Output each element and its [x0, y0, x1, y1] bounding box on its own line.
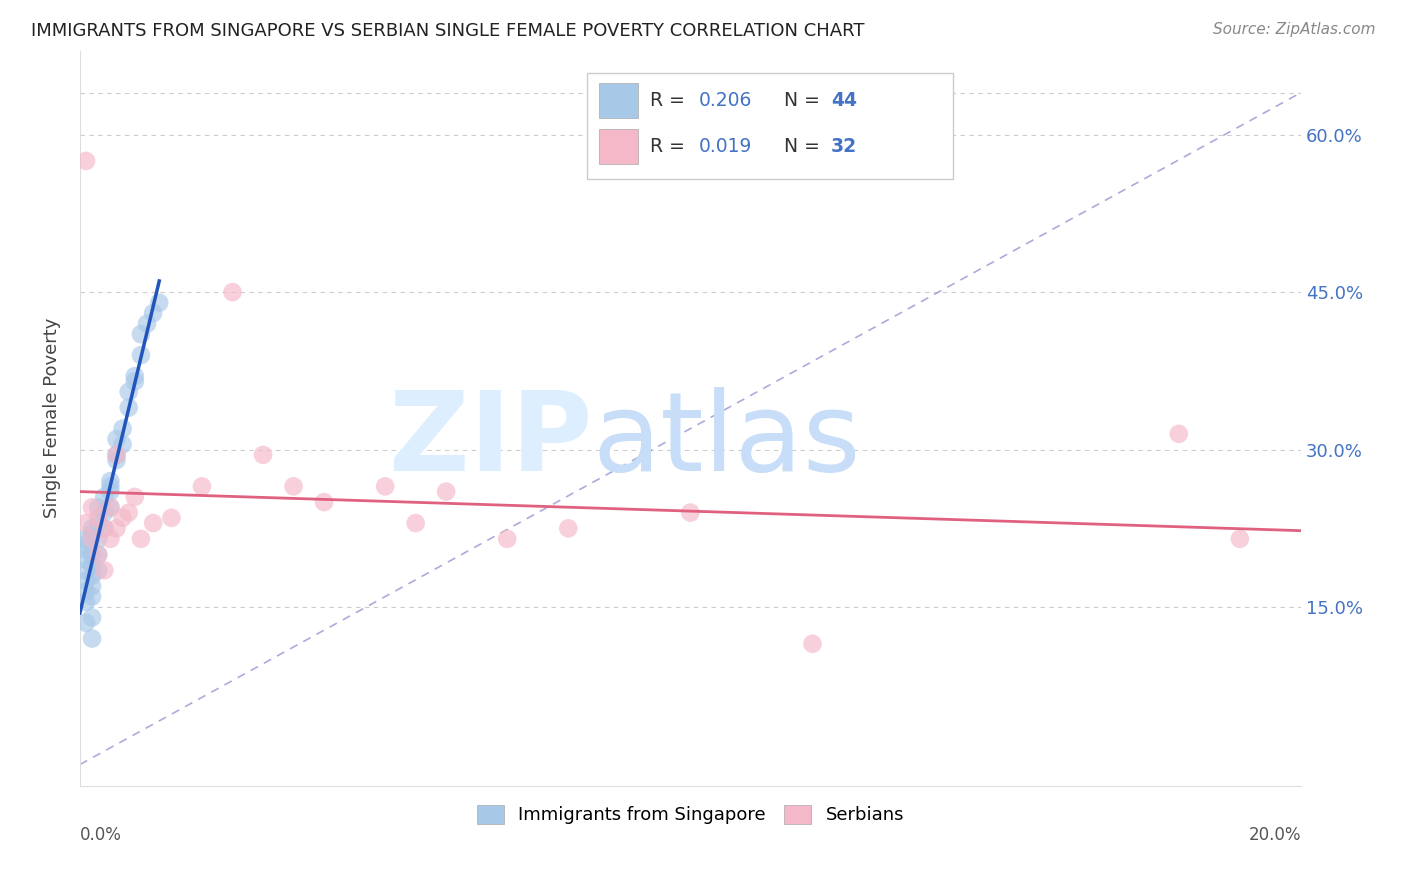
Legend: Immigrants from Singapore, Serbians: Immigrants from Singapore, Serbians	[470, 797, 911, 831]
Text: 44: 44	[831, 91, 856, 110]
Point	[136, 317, 159, 331]
Point	[124, 369, 146, 384]
Point	[118, 506, 141, 520]
Text: IMMIGRANTS FROM SINGAPORE VS SERBIAN SINGLE FEMALE POVERTY CORRELATION CHART: IMMIGRANTS FROM SINGAPORE VS SERBIAN SIN…	[31, 22, 865, 40]
Text: N =: N =	[785, 91, 827, 110]
Point	[118, 401, 141, 415]
Point	[75, 595, 97, 609]
Point	[87, 563, 110, 577]
Point	[105, 448, 128, 462]
Point	[100, 500, 122, 515]
Text: 0.0%: 0.0%	[80, 826, 122, 844]
Point	[148, 295, 170, 310]
Point	[252, 448, 274, 462]
Point	[105, 448, 128, 462]
Point	[496, 532, 519, 546]
Point	[93, 506, 115, 520]
Text: R =: R =	[650, 91, 690, 110]
Point	[801, 637, 824, 651]
FancyBboxPatch shape	[599, 83, 638, 119]
Text: 20.0%: 20.0%	[1249, 826, 1301, 844]
Point	[75, 542, 97, 557]
Point	[374, 479, 396, 493]
Point	[75, 574, 97, 588]
Point	[100, 479, 122, 493]
Point	[80, 568, 103, 582]
Point	[80, 579, 103, 593]
Point	[105, 432, 128, 446]
Text: 32: 32	[831, 136, 856, 156]
Point	[434, 484, 457, 499]
Point	[87, 548, 110, 562]
Point	[557, 521, 579, 535]
Point	[1167, 426, 1189, 441]
Point	[142, 516, 165, 530]
Point	[87, 532, 110, 546]
Point	[283, 479, 305, 493]
Point	[75, 615, 97, 630]
FancyBboxPatch shape	[599, 128, 638, 164]
Point	[129, 348, 152, 362]
Point	[93, 490, 115, 504]
Text: 0.206: 0.206	[699, 91, 752, 110]
Point	[93, 521, 115, 535]
Point	[111, 511, 134, 525]
Point	[679, 506, 702, 520]
Point	[75, 563, 97, 577]
Point	[80, 590, 103, 604]
FancyBboxPatch shape	[586, 73, 953, 179]
Point	[87, 548, 110, 562]
Point	[87, 516, 110, 530]
Point	[405, 516, 427, 530]
Point	[87, 511, 110, 525]
Point	[75, 584, 97, 599]
Point	[160, 511, 183, 525]
Point	[100, 532, 122, 546]
Point	[80, 526, 103, 541]
Point	[111, 437, 134, 451]
Y-axis label: Single Female Poverty: Single Female Poverty	[44, 318, 60, 518]
Text: 0.019: 0.019	[699, 136, 752, 156]
Point	[75, 153, 97, 168]
Point	[80, 521, 103, 535]
Point	[100, 474, 122, 488]
Point	[105, 521, 128, 535]
Text: ZIP: ZIP	[389, 386, 593, 493]
Point	[93, 563, 115, 577]
Point	[118, 384, 141, 399]
Point	[129, 532, 152, 546]
Point	[80, 558, 103, 573]
Text: atlas: atlas	[593, 386, 862, 493]
Point	[75, 516, 97, 530]
Point	[75, 532, 97, 546]
Text: Source: ZipAtlas.com: Source: ZipAtlas.com	[1212, 22, 1375, 37]
Point	[80, 500, 103, 515]
Point	[80, 548, 103, 562]
Point	[129, 327, 152, 342]
Point	[312, 495, 335, 509]
Point	[191, 479, 214, 493]
Point	[124, 375, 146, 389]
Text: R =: R =	[650, 136, 690, 156]
Point	[80, 532, 103, 546]
Text: N =: N =	[785, 136, 827, 156]
Point	[111, 422, 134, 436]
Point	[124, 490, 146, 504]
Point	[100, 500, 122, 515]
Point	[80, 632, 103, 646]
Point	[1229, 532, 1251, 546]
Point	[142, 306, 165, 320]
Point	[93, 521, 115, 535]
Point	[87, 500, 110, 515]
Point	[80, 610, 103, 624]
Point	[105, 453, 128, 467]
Point	[221, 285, 243, 300]
Point	[75, 537, 97, 551]
Point	[100, 484, 122, 499]
Point	[75, 553, 97, 567]
